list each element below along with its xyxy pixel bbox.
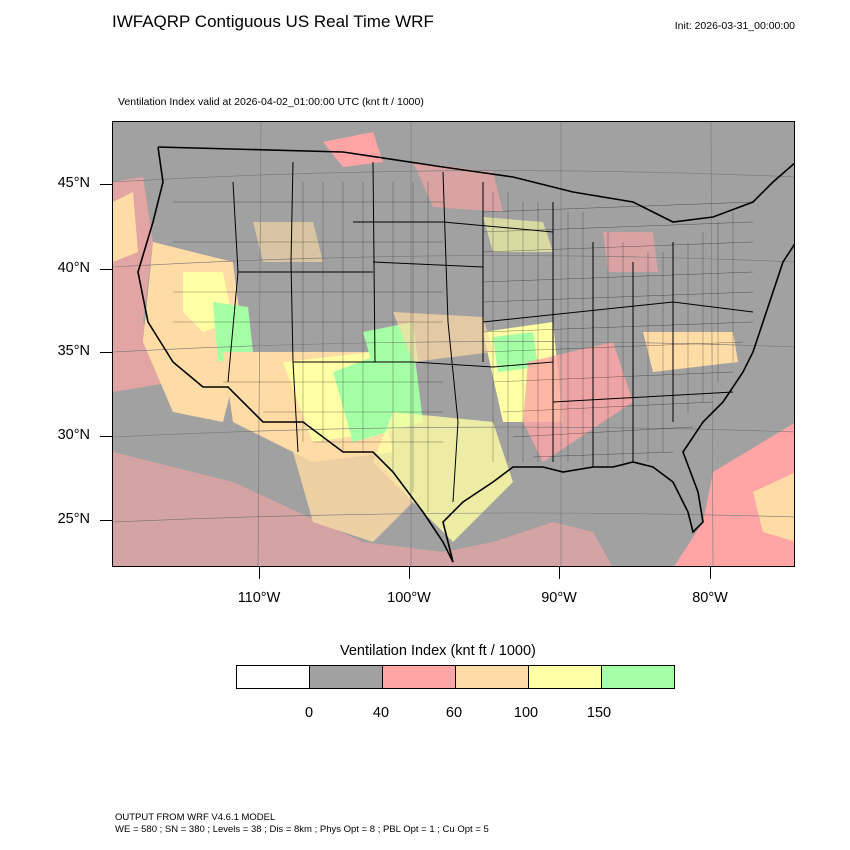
legend-swatch xyxy=(237,666,310,688)
lon-label: 80°W xyxy=(692,590,728,606)
lat-tick xyxy=(100,352,112,353)
pink-region-michigan xyxy=(603,232,658,272)
lat-label: 30°N xyxy=(57,427,90,443)
lat-tick xyxy=(100,269,112,270)
us-canada-border xyxy=(157,146,794,223)
legend-swatch xyxy=(602,666,674,688)
us-southwest-border xyxy=(137,146,454,563)
graticule xyxy=(113,122,794,566)
model-info-line2: WE = 580 ; SN = 380 ; Levels = 38 ; Dis … xyxy=(115,824,489,835)
legend-label: 60 xyxy=(445,705,463,721)
init-time: Init: 2026-03-31_00:00:00 xyxy=(674,20,795,32)
pink-region-southeast xyxy=(523,342,633,462)
yellow-region-texas xyxy=(373,412,513,542)
model-info-line1: OUTPUT FROM WRF V4.6.1 MODEL xyxy=(115,812,276,823)
orange-region-atlantic xyxy=(753,472,794,542)
orange-region-mexico xyxy=(293,452,413,542)
county-boundaries xyxy=(173,182,754,512)
lon-tick xyxy=(259,567,260,579)
lon-label: 100°W xyxy=(387,590,431,606)
orange-region-kansas xyxy=(393,312,493,362)
pink-region-montana-north xyxy=(323,132,383,167)
pink-region-gulf xyxy=(113,452,612,566)
coastlines-and-borders xyxy=(137,146,794,563)
orange-region-virginia xyxy=(643,332,738,372)
green-region-missouri xyxy=(493,332,538,372)
lat-tick xyxy=(100,184,112,185)
lon-tick xyxy=(559,567,560,579)
lat-label: 45°N xyxy=(57,175,90,191)
legend-label: 0 xyxy=(304,705,314,721)
orange-region-pacific xyxy=(113,192,138,262)
map-title: IWFAQRP Contiguous US Real Time WRF xyxy=(112,12,434,31)
legend-label: 100 xyxy=(513,705,539,721)
lat-label: 25°N xyxy=(57,511,90,527)
lat-label: 35°N xyxy=(57,343,90,359)
legend-swatch xyxy=(529,666,602,688)
lon-tick xyxy=(710,567,711,579)
legend-swatch xyxy=(310,666,383,688)
color-legend xyxy=(236,665,675,689)
legend-swatch xyxy=(383,666,456,688)
legend-label: 40 xyxy=(372,705,390,721)
lon-label: 90°W xyxy=(541,590,577,606)
lon-tick xyxy=(409,567,410,579)
us-gulf-atlantic-coast xyxy=(442,243,794,563)
map-canvas xyxy=(113,122,794,566)
legend-title: Ventilation Index (knt ft / 1000) xyxy=(340,643,536,659)
lat-tick xyxy=(100,520,112,521)
ventilation-index-map xyxy=(112,121,795,567)
plot-subtitle: Ventilation Index valid at 2026-04-02_01… xyxy=(118,96,424,108)
legend-swatch xyxy=(456,666,529,688)
lat-tick xyxy=(100,436,112,437)
state-boundaries xyxy=(227,161,754,503)
pink-region-dakotas xyxy=(413,162,503,212)
yellow-region-iowa xyxy=(483,217,553,252)
lat-label: 40°N xyxy=(57,260,90,276)
lon-label: 110°W xyxy=(237,590,281,606)
legend-label: 150 xyxy=(586,705,612,721)
